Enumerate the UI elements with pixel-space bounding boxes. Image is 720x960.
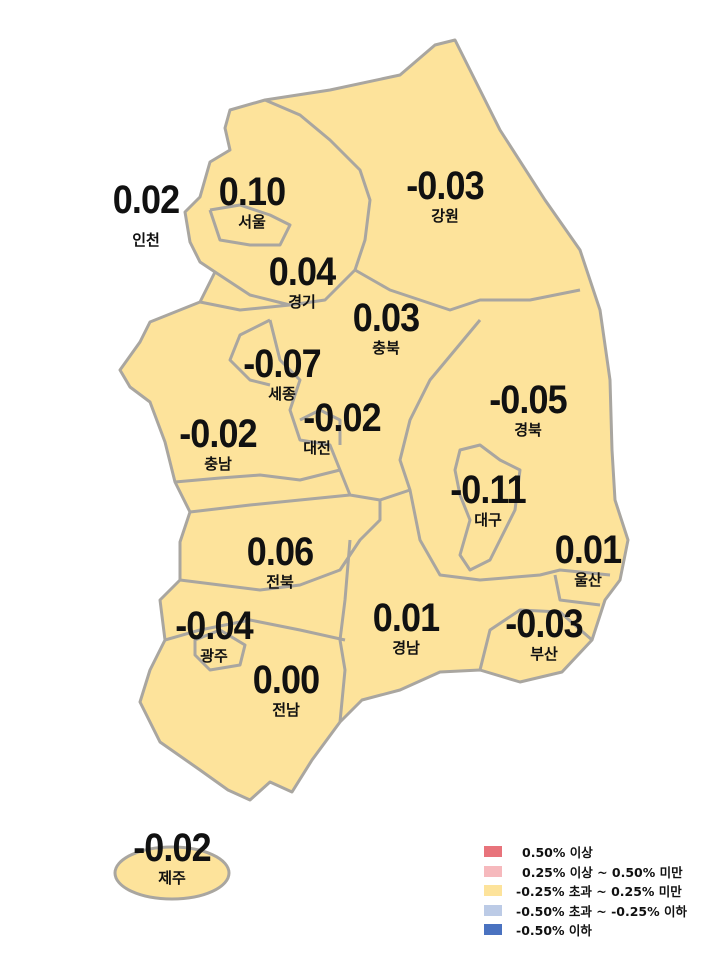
region-chungnam: -0.02 충남 (175, 414, 261, 474)
region-sejong: -0.07 세종 (239, 344, 325, 404)
legend-swatch (484, 846, 502, 858)
region-name: 대구 (474, 511, 502, 529)
province-borders (164, 98, 611, 723)
region-name: 강원 (431, 207, 459, 225)
region-name: 세종 (268, 385, 296, 403)
region-value: 0.04 (268, 250, 336, 294)
region-name: 부산 (530, 645, 558, 663)
legend-label: -0.25% 초과 ~ 0.25% 미만 (516, 884, 682, 900)
region-name: 경북 (514, 421, 542, 439)
region-value: 0.01 (372, 596, 440, 640)
region-value: 0.01 (554, 528, 622, 572)
mainland-shape (118, 38, 630, 802)
legend-label: 0.50% 이상 (522, 845, 593, 861)
legend: 0.50% 이상 0.25% 이상 ~ 0.50% 미만 -0.25% 초과 ~… (484, 842, 687, 940)
region-value: 0.02 (112, 178, 180, 222)
legend-swatch (484, 904, 502, 916)
region-name: 경기 (288, 293, 316, 311)
region-gyeonggi: 0.04 경기 (265, 252, 339, 312)
region-name: 전남 (272, 701, 300, 719)
region-jeju: -0.02 제주 (129, 828, 215, 888)
region-value: 0.03 (352, 296, 420, 340)
region-value: -0.02 (179, 412, 257, 456)
region-value: -0.07 (243, 342, 321, 386)
region-name: 제주 (158, 869, 186, 887)
region-value: 0.10 (218, 170, 286, 214)
legend-swatch (484, 924, 502, 936)
region-seoul: 0.10 서울 (215, 172, 289, 232)
region-name: 광주 (200, 647, 228, 665)
region-value: -0.04 (175, 604, 253, 648)
region-gwangju: -0.04 광주 (171, 606, 257, 666)
region-name: 충북 (372, 339, 400, 357)
region-value: -0.02 (133, 826, 211, 870)
legend-item: -0.50% 초과 ~ -0.25% 이하 (484, 901, 687, 921)
region-value: 0.06 (246, 530, 314, 574)
region-daejeon: -0.02 대전 (299, 398, 385, 458)
jeju-shape (113, 845, 231, 901)
region-name: 서울 (238, 213, 266, 231)
legend-label: -0.50% 이하 (516, 923, 592, 939)
region-name: 경남 (392, 639, 420, 657)
legend-item: 0.50% 이상 (484, 842, 687, 862)
region-gyeongnam: 0.01 경남 (369, 598, 443, 658)
region-value: 0.00 (252, 658, 320, 702)
region-chungbuk: 0.03 충북 (349, 298, 423, 358)
region-incheon: 0.02 인천 (109, 180, 183, 250)
legend-swatch (484, 885, 502, 897)
region-value: -0.03 (505, 602, 583, 646)
region-jeonnam: 0.00 전남 (249, 660, 323, 720)
region-name: 울산 (574, 571, 602, 589)
region-gangwon: -0.03 강원 (402, 166, 488, 226)
region-name: 인천 (132, 231, 160, 249)
legend-label: -0.50% 초과 ~ -0.25% 이하 (516, 903, 687, 919)
region-daegu: -0.11 대구 (446, 470, 530, 530)
legend-label: 0.25% 이상 ~ 0.50% 미만 (522, 864, 683, 880)
region-name: 대전 (303, 439, 331, 457)
region-value: -0.05 (489, 378, 567, 422)
region-value: -0.02 (303, 396, 381, 440)
region-name: 충남 (204, 455, 232, 473)
region-value: -0.03 (406, 164, 484, 208)
legend-swatch (484, 865, 502, 877)
legend-item: -0.25% 초과 ~ 0.25% 미만 (484, 881, 687, 901)
region-ulsan: 0.01 울산 (551, 530, 625, 590)
legend-item: 0.25% 이상 ~ 0.50% 미만 (484, 862, 687, 882)
region-jeonbuk: 0.06 전북 (243, 532, 317, 592)
legend-item: -0.50% 이하 (484, 920, 687, 940)
region-value: -0.11 (450, 468, 526, 512)
region-gyeongbuk: -0.05 경북 (485, 380, 571, 440)
region-busan: -0.03 부산 (501, 604, 587, 664)
region-name: 전북 (266, 573, 294, 591)
